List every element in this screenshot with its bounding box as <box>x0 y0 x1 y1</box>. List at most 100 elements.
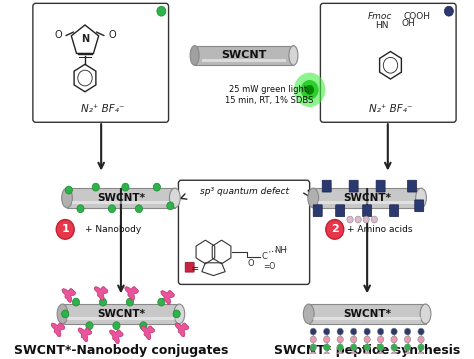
Circle shape <box>445 6 454 16</box>
Circle shape <box>418 336 424 343</box>
Circle shape <box>371 216 377 223</box>
Circle shape <box>65 186 73 194</box>
Circle shape <box>173 310 180 318</box>
Text: N₂⁺ BF₄⁻: N₂⁺ BF₄⁻ <box>369 104 412 115</box>
Circle shape <box>347 216 353 223</box>
Polygon shape <box>109 330 123 344</box>
Circle shape <box>157 6 166 16</box>
Ellipse shape <box>294 73 325 107</box>
Polygon shape <box>313 188 421 208</box>
Circle shape <box>310 328 316 335</box>
Text: O: O <box>248 259 255 268</box>
Circle shape <box>127 298 134 306</box>
Circle shape <box>56 220 74 239</box>
Text: =: = <box>191 264 200 274</box>
Polygon shape <box>67 317 175 320</box>
Circle shape <box>337 352 343 359</box>
Polygon shape <box>78 328 91 341</box>
Polygon shape <box>141 326 155 340</box>
Text: SWCNT*: SWCNT* <box>97 193 145 203</box>
Polygon shape <box>63 304 179 324</box>
Circle shape <box>153 183 161 191</box>
Text: sp³ quantum defect: sp³ quantum defect <box>200 187 289 196</box>
Circle shape <box>355 216 361 223</box>
Circle shape <box>364 352 370 359</box>
Circle shape <box>418 344 424 351</box>
FancyBboxPatch shape <box>349 180 358 192</box>
Circle shape <box>364 336 370 343</box>
Circle shape <box>391 344 397 351</box>
Text: =O: =O <box>263 262 275 271</box>
Circle shape <box>404 344 410 351</box>
FancyBboxPatch shape <box>185 262 194 272</box>
Circle shape <box>73 298 80 306</box>
Ellipse shape <box>174 304 185 324</box>
Circle shape <box>363 216 369 223</box>
Circle shape <box>418 328 424 335</box>
Circle shape <box>404 336 410 343</box>
Circle shape <box>310 352 316 359</box>
Circle shape <box>391 336 397 343</box>
Circle shape <box>310 344 316 351</box>
Circle shape <box>167 202 174 210</box>
FancyBboxPatch shape <box>336 205 345 216</box>
Circle shape <box>324 344 330 351</box>
Polygon shape <box>67 188 175 208</box>
Text: N: N <box>81 34 89 44</box>
FancyBboxPatch shape <box>178 180 310 284</box>
Circle shape <box>122 183 129 191</box>
Circle shape <box>158 298 165 306</box>
Circle shape <box>377 328 384 335</box>
Circle shape <box>350 352 357 359</box>
Circle shape <box>135 205 143 213</box>
Polygon shape <box>309 304 426 324</box>
Circle shape <box>350 344 357 351</box>
FancyBboxPatch shape <box>322 180 331 192</box>
Ellipse shape <box>169 188 180 208</box>
Circle shape <box>324 328 330 335</box>
Text: HN: HN <box>375 22 388 31</box>
Circle shape <box>350 336 357 343</box>
Ellipse shape <box>303 304 314 324</box>
Ellipse shape <box>420 304 431 324</box>
Text: O: O <box>54 30 62 40</box>
FancyBboxPatch shape <box>408 180 417 192</box>
Circle shape <box>337 344 343 351</box>
Circle shape <box>404 328 410 335</box>
Circle shape <box>310 336 316 343</box>
FancyBboxPatch shape <box>415 200 424 212</box>
Circle shape <box>377 352 384 359</box>
FancyBboxPatch shape <box>313 205 322 216</box>
FancyBboxPatch shape <box>390 205 399 216</box>
Text: SWCNT*: SWCNT* <box>343 193 391 203</box>
Text: 2: 2 <box>331 224 338 234</box>
Ellipse shape <box>62 188 73 208</box>
Polygon shape <box>195 46 293 65</box>
Text: O: O <box>108 30 116 40</box>
Ellipse shape <box>308 188 319 208</box>
Circle shape <box>92 183 100 191</box>
Circle shape <box>377 344 384 351</box>
Circle shape <box>364 328 370 335</box>
Circle shape <box>350 328 357 335</box>
Polygon shape <box>202 59 286 62</box>
Circle shape <box>140 322 147 330</box>
FancyBboxPatch shape <box>363 205 372 216</box>
Polygon shape <box>125 286 138 300</box>
Ellipse shape <box>301 80 319 100</box>
Text: OH: OH <box>401 19 415 28</box>
Polygon shape <box>51 323 65 337</box>
Polygon shape <box>313 317 421 320</box>
Circle shape <box>404 352 410 359</box>
Text: SWCNT*-Nanobody conjugates: SWCNT*-Nanobody conjugates <box>14 344 228 357</box>
Circle shape <box>377 336 384 343</box>
Text: Fmoc: Fmoc <box>368 11 392 20</box>
Circle shape <box>364 344 370 351</box>
Text: SWCNT*: SWCNT* <box>343 309 391 319</box>
Circle shape <box>418 352 424 359</box>
Circle shape <box>62 310 69 318</box>
Polygon shape <box>94 286 108 300</box>
Circle shape <box>77 205 84 213</box>
Polygon shape <box>175 323 189 337</box>
FancyBboxPatch shape <box>33 3 169 122</box>
